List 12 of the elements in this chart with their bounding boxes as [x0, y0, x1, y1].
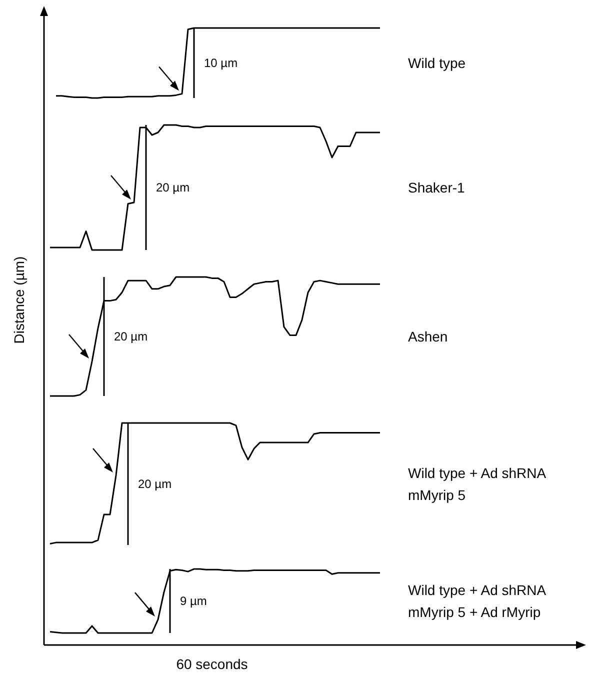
text: Wild type	[408, 55, 466, 71]
text: Wild type + Ad shRNA mMyrip 5	[408, 465, 547, 503]
text: Shaker-1	[408, 180, 466, 196]
y-axis-title: Distance (µm)	[11, 256, 27, 344]
x-axis-title: 60 seconds	[176, 656, 248, 672]
text: Ashen	[408, 328, 448, 344]
annotation: 20 µm	[114, 330, 148, 344]
annotation: 20 µm	[156, 180, 190, 194]
annotation: 9 µm	[180, 594, 207, 608]
annotation: 10 µm	[204, 56, 238, 70]
text: Wild type + Ad shRNA mMyrip 5 + Ad rMyrip	[408, 582, 547, 620]
annotation: 20 µm	[138, 477, 172, 491]
